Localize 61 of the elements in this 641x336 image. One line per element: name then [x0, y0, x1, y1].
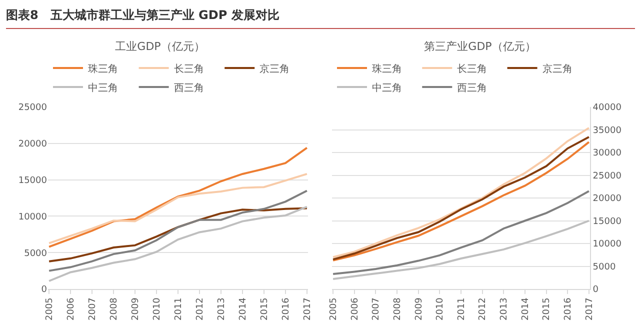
y2-tick-label: 0	[592, 285, 599, 296]
y-tick-label: 5000	[24, 248, 48, 259]
line-series	[332, 220, 590, 280]
x-tick-label: 2013	[216, 298, 227, 321]
x-tick-label: 2012	[478, 298, 488, 321]
x-tick-label: 2012	[195, 298, 206, 321]
legend-label: 珠三角	[372, 62, 402, 75]
x-tick-label: 2017	[584, 298, 595, 321]
x-tick-label: 2007	[372, 298, 382, 321]
line-series	[48, 190, 308, 272]
legend-label: 京三角	[260, 62, 290, 75]
x-tick-label: 2006	[66, 297, 76, 321]
y2-tick-label: 30000	[592, 148, 622, 159]
y2-tick-label: 40000	[592, 103, 622, 114]
chart-title: 第三产业GDP（亿元）	[424, 40, 536, 54]
legend-label: 中三角	[88, 82, 118, 94]
x-tick-label: 2010	[436, 297, 446, 321]
x-tick-label: 2016	[281, 297, 292, 321]
line-series	[332, 190, 590, 275]
y2-tick-label: 10000	[592, 240, 622, 250]
line-series	[48, 207, 308, 262]
line-series	[48, 172, 308, 244]
x-tick-label: 2005	[328, 298, 339, 321]
x-tick-label: 2010	[152, 297, 162, 321]
x-tick-label: 2008	[109, 297, 120, 321]
x-tick-label: 2013	[500, 298, 510, 321]
y2-tick-label: 25000	[592, 171, 622, 182]
x-tick-label: 2009	[414, 297, 424, 321]
y-tick-label: 0	[41, 285, 48, 296]
x-tick-label: 2011	[456, 298, 467, 321]
line-series	[48, 146, 308, 248]
chart-title: 工业GDP（亿元）	[115, 40, 205, 54]
x-tick-label: 2011	[174, 298, 184, 321]
legend-label: 长三角	[457, 62, 488, 75]
y-tick-label: 10000	[18, 212, 48, 222]
x-tick-label: 2017	[302, 298, 313, 321]
legend-label: 西三角	[457, 82, 488, 94]
x-tick-label: 2015	[260, 298, 270, 321]
y-tick-label: 25000	[18, 103, 48, 114]
text: 图表8 五大城市群工业与第三产业 GDP 发展对比	[6, 4, 635, 29]
y2-tick-label: 35000	[592, 126, 622, 136]
y-tick-label: 20000	[18, 140, 48, 150]
x-tick-label: 2015	[542, 298, 552, 321]
y-tick-label: 15000	[18, 176, 48, 186]
y2-tick-label: 20000	[592, 194, 622, 204]
x-tick-label: 2014	[520, 297, 531, 321]
x-tick-label: 2005	[44, 298, 55, 321]
x-tick-label: 2008	[392, 297, 403, 321]
x-tick-label: 2016	[564, 297, 574, 321]
y2-tick-label: 5000	[592, 262, 616, 272]
x-tick-label: 2014	[238, 297, 248, 321]
legend-label: 西三角	[174, 82, 204, 94]
line-series	[48, 206, 308, 282]
legend-label: 珠三角	[88, 62, 118, 75]
x-tick-label: 2009	[130, 297, 141, 321]
x-tick-label: 2006	[350, 297, 360, 321]
legend-label: 京三角	[542, 62, 572, 75]
y2-tick-label: 15000	[592, 216, 622, 227]
legend-label: 中三角	[372, 82, 402, 94]
x-tick-label: 2007	[88, 298, 98, 321]
legend-label: 长三角	[174, 62, 204, 75]
